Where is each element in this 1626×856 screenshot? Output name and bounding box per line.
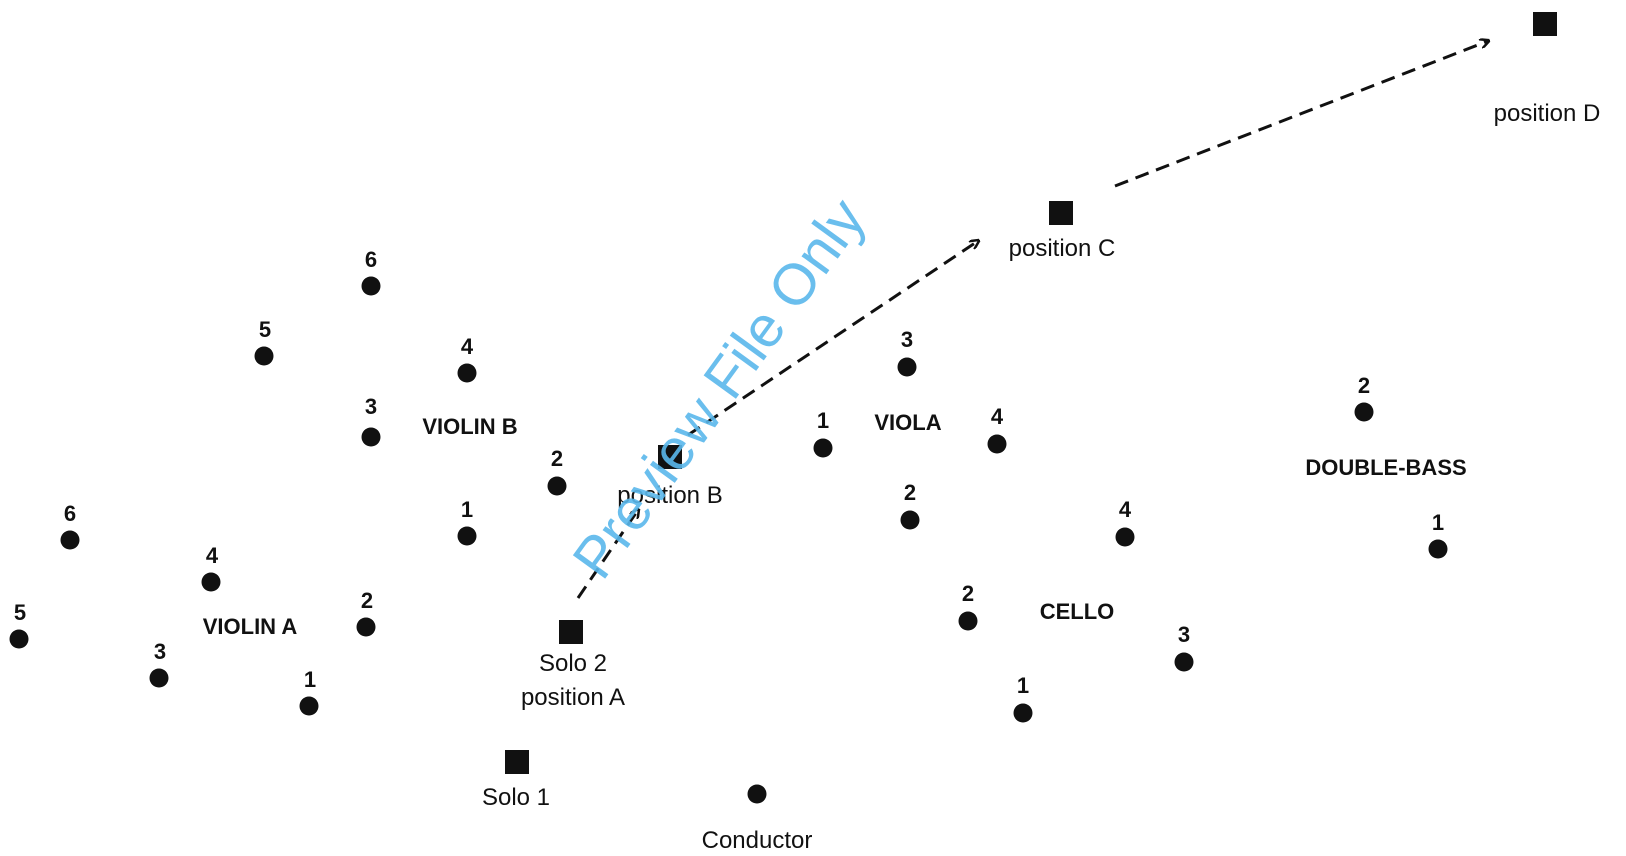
viola-seat-3 [897,357,917,377]
violin-b-number-5: 5 [259,317,271,342]
violin-b-seat-6 [361,276,381,296]
path-a-to-b [576,510,638,599]
movement-paths [576,41,1488,599]
position-d-marker [1533,12,1557,36]
conductor-group: Conductor [702,784,813,854]
cello-seat-4 [1115,527,1135,547]
violin-a-seat-3 [149,668,169,688]
violin-b-seat-1 [457,526,477,546]
violin-b-number-2: 2 [551,446,563,471]
double-bass-seat-2 [1354,402,1374,422]
violin-b-group: VIOLIN B 1 2 3 4 5 6 [254,247,567,546]
viola-number-1: 1 [817,408,829,433]
violin-b-number-1: 1 [461,497,473,522]
conductor-label: Conductor [702,827,813,854]
violin-a-seat-6 [60,530,80,550]
section-label-viola: VIOLA [874,410,941,435]
position-c-marker [1049,201,1073,225]
position-b-marker [658,445,682,469]
viola-number-4: 4 [991,404,1004,429]
soloist-positions: Solo 1 Solo 2 position A position B posi… [482,12,1600,811]
violin-b-seat-4 [457,363,477,383]
position-a-label: position A [521,684,625,711]
cello-seat-2 [958,611,978,631]
viola-number-2: 2 [904,480,916,505]
violin-b-seat-3 [361,427,381,447]
viola-number-3: 3 [901,327,913,352]
section-label-double-bass: DOUBLE-BASS [1305,455,1466,480]
violin-a-seat-5 [9,629,29,649]
position-c-label: position C [1009,235,1116,262]
double-bass-seat-1 [1428,539,1448,559]
solo-2-label: Solo 2 [539,650,607,677]
path-c-to-d [1114,41,1488,188]
cello-seat-1 [1013,703,1033,723]
path-b-to-c [687,241,978,437]
violin-b-number-6: 6 [365,247,377,272]
viola-seat-2 [900,510,920,530]
violin-a-number-5: 5 [14,600,26,625]
violin-a-number-3: 3 [154,639,166,664]
violin-a-number-6: 6 [64,501,76,526]
cello-seat-3 [1174,652,1194,672]
position-b-label: position B [617,482,722,509]
violin-b-number-3: 3 [365,394,377,419]
cello-group: CELLO 1 2 3 4 [958,497,1194,723]
violin-a-seat-1 [299,696,319,716]
double-bass-number-2: 2 [1358,373,1370,398]
viola-group: VIOLA 1 2 3 4 [813,327,1007,530]
solo-1-label: Solo 1 [482,784,550,811]
conductor-marker [747,784,767,804]
violin-a-group: VIOLIN A 1 2 3 4 5 6 [9,501,376,716]
section-label-cello: CELLO [1040,599,1115,624]
violin-a-number-1: 1 [304,667,316,692]
position-a-marker [559,620,583,644]
violin-a-seat-4 [201,572,221,592]
violin-a-seat-2 [356,617,376,637]
cello-number-3: 3 [1178,622,1190,647]
violin-b-seat-5 [254,346,274,366]
double-bass-group: DOUBLE-BASS 1 2 [1305,373,1467,559]
viola-seat-1 [813,438,833,458]
cello-number-1: 1 [1017,673,1029,698]
viola-seat-4 [987,434,1007,454]
violin-a-number-4: 4 [206,543,219,568]
solo-1-marker [505,750,529,774]
section-label-violin-a: VIOLIN A [203,614,298,639]
violin-a-number-2: 2 [361,588,373,613]
preview-watermark: Preview File Only [560,187,878,590]
section-label-violin-b: VIOLIN B [422,414,517,439]
position-d-label: position D [1494,100,1601,127]
cello-number-2: 2 [962,581,974,606]
double-bass-number-1: 1 [1432,510,1444,535]
cello-number-4: 4 [1119,497,1132,522]
violin-b-seat-2 [547,476,567,496]
violin-b-number-4: 4 [461,334,474,359]
